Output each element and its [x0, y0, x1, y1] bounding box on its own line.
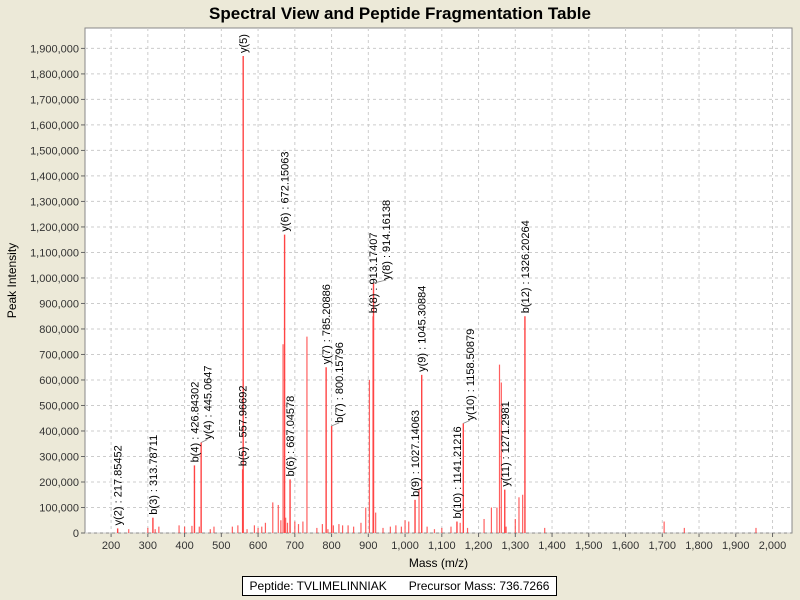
- peak-label: b(3) : 313.78711: [148, 435, 160, 515]
- y-tick-label: 700,000: [39, 349, 79, 361]
- x-axis-label: Mass (m/z): [409, 556, 468, 570]
- y-tick-label: 1,700,000: [30, 94, 79, 106]
- x-tick-label: 1,100: [428, 540, 456, 552]
- peak-label: y(2) : 217.85452: [113, 445, 125, 525]
- y-tick-label: 1,500,000: [30, 145, 79, 157]
- y-tick-label: 800,000: [39, 324, 79, 336]
- peak-label: y(9) : 1045.30884: [417, 286, 429, 372]
- x-tick-label: 900: [359, 540, 377, 552]
- plot-area: [84, 27, 793, 534]
- peak-label: b(7) : 800.15796: [334, 342, 346, 423]
- y-tick-label: 1,600,000: [30, 120, 79, 132]
- x-tick-label: 1,600: [612, 540, 640, 552]
- x-tick-label: 2,000: [759, 540, 787, 552]
- x-tick-label: 1,400: [538, 540, 566, 552]
- peak-label: y(5): [238, 34, 250, 53]
- label-leader-line: [463, 419, 471, 424]
- peak-label: b(9) : 1027.14063: [410, 410, 422, 497]
- legend-precursor: Precursor Mass: 736.7266: [408, 579, 550, 593]
- y-tick-label: 200,000: [39, 477, 79, 489]
- y-tick-label: 1,400,000: [30, 171, 79, 183]
- y-tick-label: 1,900,000: [30, 43, 79, 55]
- y-tick-label: 1,000,000: [30, 273, 79, 285]
- x-tick-label: 1,700: [649, 540, 677, 552]
- y-tick-label: 600,000: [39, 375, 79, 387]
- peak-label: b(6) : 687.04578: [285, 396, 297, 477]
- x-tick-label: 300: [139, 540, 157, 552]
- x-tick-label: 200: [102, 540, 120, 552]
- chart-title: Spectral View and Peptide Fragmentation …: [209, 4, 591, 23]
- peak-label: b(8) : 913.17407: [368, 232, 380, 313]
- x-tick-label: 1,200: [465, 540, 493, 552]
- x-tick-label: 1,300: [502, 540, 530, 552]
- peak-label: b(12) : 1326.20264: [520, 220, 532, 313]
- y-tick-label: 1,800,000: [30, 69, 79, 81]
- peak-label: y(11) : 1271.2981: [500, 401, 512, 486]
- y-tick-label: 500,000: [39, 400, 79, 412]
- x-tick-label: 700: [286, 540, 304, 552]
- peak-label: b(5) : 557.96692: [238, 386, 250, 467]
- peak-label: y(6) : 672.15063: [280, 151, 292, 231]
- peak-label: b(4) : 426.84302: [189, 382, 201, 463]
- x-tick-label: 600: [249, 540, 267, 552]
- x-tick-label: 1,800: [685, 540, 713, 552]
- legend-peptide: Peptide: TVLIMELINNIAK: [249, 579, 387, 593]
- x-tick-label: 500: [212, 540, 230, 552]
- legend: Peptide: TVLIMELINNIAK Precursor Mass: 7…: [242, 576, 557, 596]
- y-tick-label: 100,000: [39, 502, 79, 514]
- peak-label: y(10) : 1158.50879: [465, 329, 477, 421]
- peak-label: b(10) : 1141.21216: [452, 426, 464, 518]
- x-tick-label: 1,500: [575, 540, 603, 552]
- y-tick-label: 300,000: [39, 451, 79, 463]
- y-tick-label: 1,300,000: [30, 196, 79, 208]
- x-tick-label: 400: [175, 540, 193, 552]
- x-tick-label: 1,900: [722, 540, 750, 552]
- label-leader-line: [331, 422, 340, 427]
- x-tick-label: 800: [322, 540, 340, 552]
- label-leader-line: [373, 279, 387, 284]
- x-tick-label: 1,000: [391, 540, 419, 552]
- y-tick-label: 1,200,000: [30, 222, 79, 234]
- y-tick-label: 1,100,000: [30, 247, 79, 259]
- peak-label: y(8) : 914.16138: [381, 200, 393, 280]
- y-tick-label: 400,000: [39, 426, 79, 438]
- y-tick-label: 900,000: [39, 298, 79, 310]
- peak-label: y(4) : 445.0647: [202, 365, 214, 439]
- y-tick-label: 0: [73, 528, 79, 540]
- y-axis-label: Peak Intensity: [5, 243, 19, 318]
- label-leader-line: [200, 439, 208, 443]
- peak-label: y(7) : 785.20886: [321, 284, 333, 364]
